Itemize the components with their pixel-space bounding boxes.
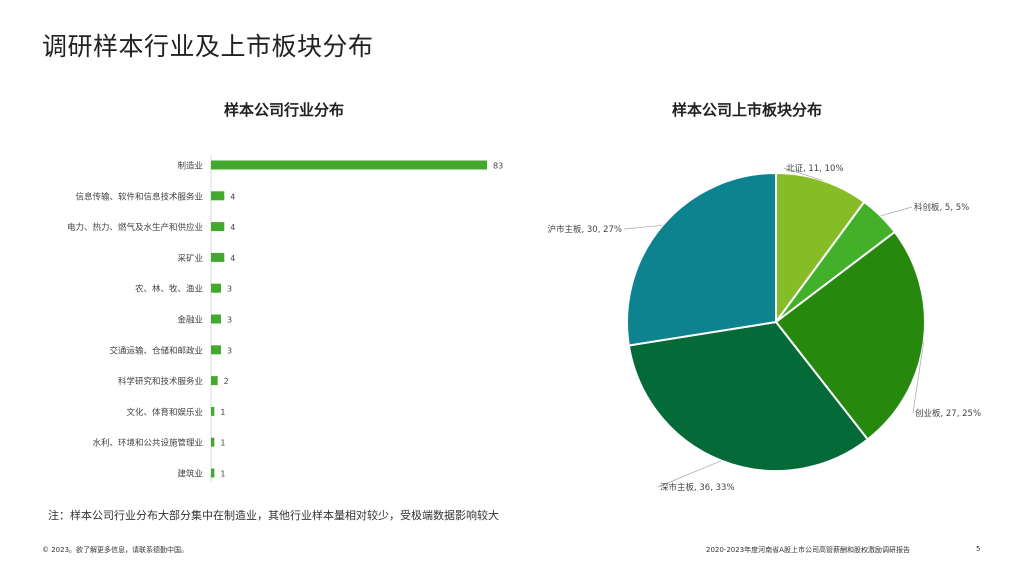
bar-mark: [211, 406, 215, 416]
bar-value-label: 1: [220, 439, 225, 448]
footer-report-title: 2020-2023年度河南省A股上市公司高管薪酬和股权激励调研报告: [706, 546, 910, 554]
bar-category-label: 文化、体育和娱乐业: [126, 407, 203, 418]
bar-mark: [211, 160, 487, 170]
pie-chart-title: 样本公司上市板块分布: [672, 101, 823, 119]
pie-slice: [626, 171, 777, 347]
bar-category-label: 交通运输、仓储和邮政业: [109, 345, 203, 356]
bar-mark: [211, 314, 221, 324]
pie-leader-line: [880, 206, 913, 217]
bar-value-label: 1: [220, 470, 225, 479]
bar-mark: [211, 376, 218, 386]
pie-slice-label: 沪市主板, 30, 27%: [547, 224, 622, 235]
industry-bar-chart: 制造业 83 信息传输、软件和信息技术服务业 4 电力、热力、燃气及水生产和供应业 4 采矿…: [67, 155, 503, 482]
pie-slice-label: 北证, 11, 10%: [786, 164, 844, 174]
bar-mark: [211, 345, 221, 355]
bar-category-label: 科学研究和技术服务业: [118, 376, 203, 387]
pie-leader-line: [623, 224, 663, 230]
bar-category-label: 建筑业: [177, 469, 203, 480]
footer-copyright: © 2023。欲了解更多信息，请联系德勤中国。: [42, 546, 189, 554]
bar-category-label: 信息传输、软件和信息技术服务业: [75, 191, 203, 202]
bar-value-label: 1: [220, 408, 225, 417]
bar-value-label: 4: [230, 223, 235, 232]
bar-category-label: 电力、热力、燃气及水生产和供应业: [67, 222, 203, 233]
pie-slice-label: 深市主板, 36, 33%: [660, 482, 735, 493]
pie-leader-line: [912, 341, 925, 414]
bar-mark: [211, 437, 215, 447]
bar-mark: [211, 191, 225, 201]
page-number: 5: [976, 545, 981, 553]
pie-leader-line: [783, 167, 823, 181]
pie-slice: [774, 230, 926, 441]
page-title: 调研样本行业及上市板块分布: [42, 32, 374, 61]
bar-value-label: 83: [493, 162, 503, 171]
bar-mark: [211, 283, 221, 293]
bar-value-label: 4: [230, 254, 235, 263]
bar-value-label: 2: [224, 377, 229, 386]
bar-category-label: 采矿业: [177, 253, 203, 264]
bar-chart-title: 样本公司行业分布: [224, 101, 345, 119]
pie-slice-label: 创业板, 27, 25%: [915, 408, 981, 419]
bar-category-label: 金融业: [177, 315, 203, 326]
pie-slice-label: 科创板, 5, 5%: [914, 202, 969, 213]
pie-leader-line: [657, 460, 722, 488]
board-pie-chart: 北证, 11, 10% 科创板, 5, 5% 创业板, 27, 25% 深市主板, 3…: [547, 164, 981, 493]
bar-category-label: 农、林、牧、渔业: [135, 284, 203, 295]
pie-slice: [627, 320, 870, 472]
bar-value-label: 3: [227, 316, 232, 325]
bar-category-label: 水利、环境和公共设施管理业: [92, 438, 203, 449]
bar-value-label: 3: [227, 285, 232, 294]
chart-note: 注：样本公司行业分布大部分集中在制造业，其他行业样本量相对较少，受极端数据影响较…: [48, 509, 499, 522]
bar-category-label: 制造业: [177, 161, 203, 172]
bar-mark: [211, 252, 225, 262]
bar-value-label: 4: [230, 192, 235, 201]
bar-mark: [211, 468, 215, 478]
bar-mark: [211, 222, 225, 232]
bar-value-label: 3: [227, 346, 232, 355]
